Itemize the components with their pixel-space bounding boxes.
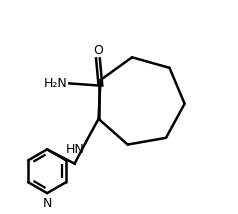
Text: H₂N: H₂N bbox=[44, 77, 68, 90]
Text: O: O bbox=[94, 44, 104, 57]
Text: HN: HN bbox=[66, 143, 84, 156]
Text: N: N bbox=[42, 197, 52, 210]
